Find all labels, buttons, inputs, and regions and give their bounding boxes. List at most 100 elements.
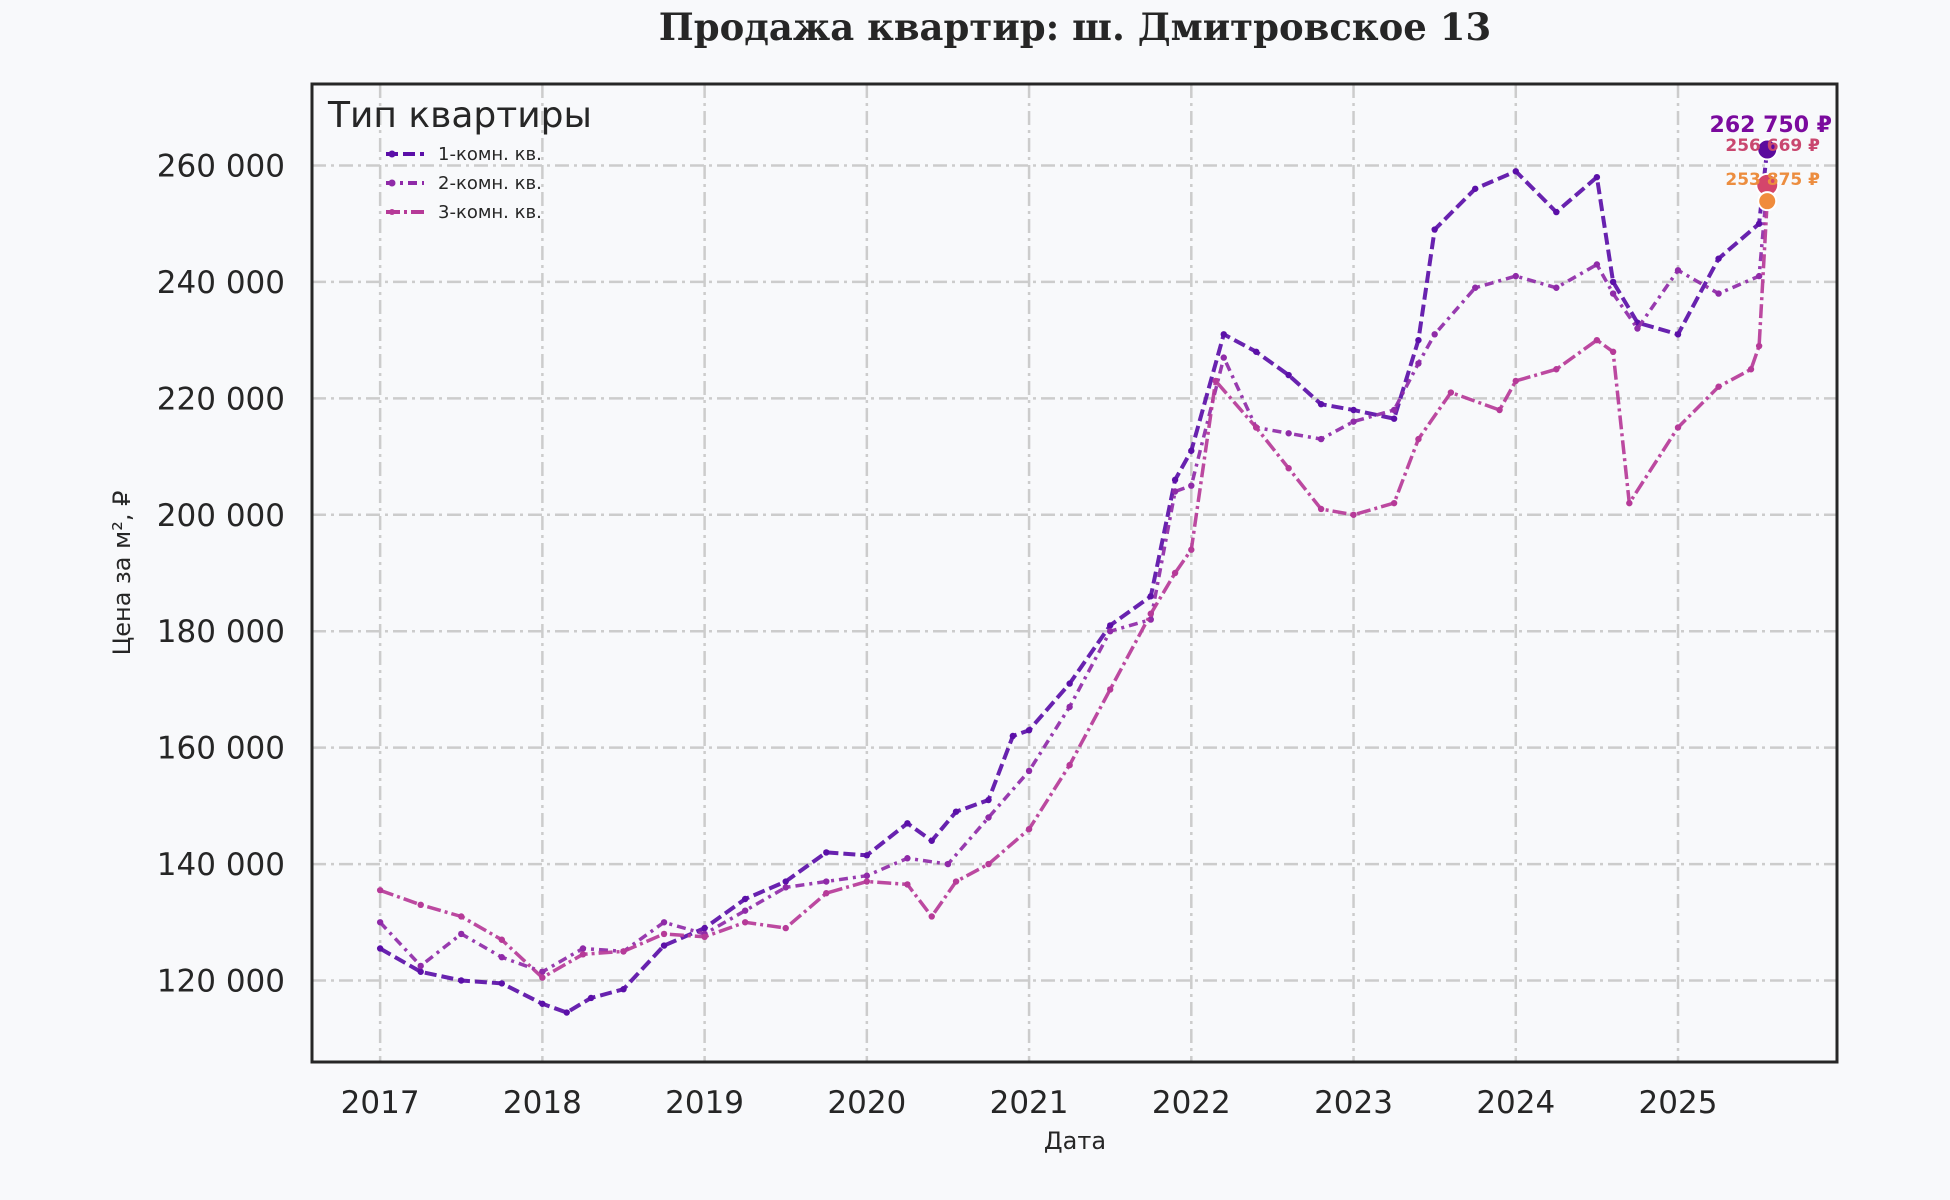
data-point (1634, 325, 1641, 332)
data-point (1253, 348, 1260, 355)
data-point (1147, 593, 1154, 600)
data-point (539, 974, 546, 981)
x-tick-label: 2019 (665, 1085, 744, 1121)
data-point (1350, 406, 1357, 414)
data-point (1066, 703, 1073, 711)
data-point (1593, 336, 1601, 344)
last-value-marker (1756, 138, 1779, 161)
y-tick-label: 260 000 (157, 149, 285, 185)
data-point (417, 968, 424, 975)
data-point (376, 945, 384, 952)
data-point (1009, 732, 1017, 740)
data-point (458, 977, 465, 984)
x-tick-label: 2018 (503, 1085, 582, 1121)
data-point (952, 808, 960, 815)
data-point (1390, 415, 1398, 422)
data-point (1106, 686, 1114, 693)
data-point (1496, 406, 1503, 414)
y-tick-label: 200 000 (157, 498, 285, 534)
data-point (376, 919, 384, 926)
data-point (952, 878, 960, 885)
x-tick-label: 2023 (1314, 1085, 1393, 1121)
data-point (823, 849, 830, 856)
data-point (985, 860, 992, 868)
data-point (660, 930, 668, 938)
y-axis-ticks: 120 000 140 000 160 000 180 000 200 000 220 0… (157, 149, 285, 1000)
data-point (1626, 499, 1633, 507)
data-point (1415, 435, 1422, 443)
data-point (782, 884, 789, 891)
y-tick-label: 160 000 (157, 731, 285, 767)
data-point (1593, 173, 1601, 181)
legend-marker (389, 209, 395, 215)
data-point (417, 962, 424, 970)
data-point (1715, 255, 1722, 262)
data-point (823, 889, 830, 897)
x-axis-label: Дата (1044, 1127, 1106, 1155)
series-line-3 (379, 201, 1769, 980)
data-point (1747, 366, 1755, 373)
data-point (741, 907, 749, 914)
data-point (1755, 220, 1763, 227)
data-point (1317, 435, 1325, 443)
data-point (741, 919, 749, 926)
data-point (1390, 406, 1398, 414)
data-point (1188, 546, 1195, 553)
legend-entry: 3-комн. кв. (438, 202, 542, 223)
data-point (1350, 418, 1357, 425)
data-point (1350, 511, 1357, 518)
data-point (1715, 290, 1722, 297)
data-point (1066, 761, 1073, 769)
data-point (1553, 284, 1560, 291)
data-point (1512, 272, 1519, 280)
data-point (823, 878, 830, 885)
data-point (563, 1009, 570, 1016)
legend-title: Тип квартиры (327, 95, 592, 136)
series-lines (376, 146, 1771, 1016)
series-line-1 (379, 149, 1770, 1015)
data-point (1106, 628, 1114, 635)
data-point (1171, 488, 1179, 495)
data-point (1512, 168, 1519, 175)
data-point (1674, 331, 1682, 338)
data-point (1431, 226, 1438, 233)
data-point (1609, 278, 1617, 286)
data-point (458, 913, 465, 920)
x-tick-label: 2024 (1476, 1085, 1555, 1121)
data-point (741, 895, 749, 903)
x-tick-label: 2020 (827, 1085, 906, 1121)
grid-lines (312, 84, 1837, 1062)
last-value-label: 253 875 ₽ (1725, 170, 1820, 190)
data-point (863, 878, 871, 885)
y-tick-label: 140 000 (157, 847, 285, 883)
data-point (1285, 465, 1292, 472)
data-point (1553, 208, 1560, 216)
data-point (1755, 272, 1763, 280)
data-point (1171, 476, 1179, 484)
data-point (620, 986, 627, 993)
last-value-label: 262 750 ₽ (1710, 113, 1832, 138)
data-point (417, 901, 424, 909)
x-tick-label: 2025 (1639, 1085, 1718, 1121)
data-point (1220, 354, 1227, 361)
data-point (1415, 360, 1422, 367)
data-point (1472, 185, 1479, 192)
data-point (1025, 726, 1033, 734)
data-point (1674, 267, 1682, 274)
annotations: 262 750 ₽256 669 ₽ 253 875 ₽ (1710, 113, 1832, 212)
data-point (904, 881, 911, 888)
data-point (1593, 261, 1601, 268)
data-point (1147, 616, 1154, 623)
data-point (928, 913, 935, 920)
plot-frame (310, 82, 1839, 1064)
legend-entry: 2-комн. кв. (438, 173, 542, 194)
last-value-marker (1757, 191, 1778, 212)
legend: Тип квартиры 1-комн. кв. 2-комн. кв. 3-ком… (327, 95, 592, 223)
data-point (1285, 430, 1292, 437)
y-tick-label: 220 000 (157, 381, 285, 417)
data-point (944, 860, 952, 868)
legend-entry: 1-комн. кв. (438, 144, 542, 165)
data-point (1285, 371, 1292, 379)
data-point (904, 855, 911, 862)
